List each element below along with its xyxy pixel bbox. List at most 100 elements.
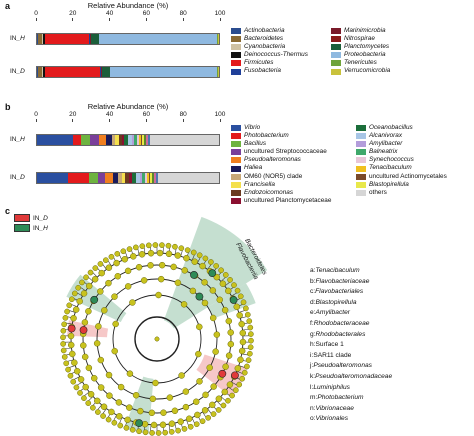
clade-node: [155, 291, 162, 299]
legend-label: Vibrio: [244, 124, 261, 131]
bar-segment: [121, 173, 126, 183]
clade-node: [229, 392, 235, 399]
clade-key-sep: :: [313, 288, 316, 296]
clade-node: [67, 332, 75, 340]
clade-node: [145, 242, 152, 249]
bar-segment: [217, 34, 219, 44]
clade-node: [79, 279, 85, 286]
clade-node: [225, 287, 232, 295]
tick-label: 0: [34, 10, 38, 17]
clade-node: [85, 308, 92, 315]
clade-node: [226, 381, 234, 388]
clade-node: [192, 398, 200, 406]
stacked-bar: [36, 172, 220, 184]
clade-node: [244, 311, 251, 318]
legend-item: Planctomycetes: [331, 43, 390, 51]
clade-key-item: o: Vibrionales: [310, 414, 392, 425]
legend-label: OM60 (NOR5) clade: [244, 172, 303, 180]
legend-label: Fusobacteria: [244, 67, 281, 75]
clade-node: [189, 287, 197, 295]
clade-node: [185, 415, 193, 422]
tick-mark: [219, 18, 221, 21]
legend-item: uncultured Actinomycetales: [356, 173, 447, 181]
legend-item: Marinimicrobia: [331, 27, 390, 35]
clade-node: [227, 329, 234, 336]
clade-node: [199, 418, 206, 425]
clade-key-name: Photobacterium: [317, 394, 364, 402]
clade-node: [239, 329, 247, 337]
clade-node: [94, 397, 101, 405]
legend-swatch: [331, 28, 341, 35]
clade-node: [112, 320, 119, 328]
bar-segment: [45, 67, 100, 77]
clade-key-id: j: [310, 362, 312, 370]
clade-node: [236, 312, 243, 319]
bar-segment: [136, 173, 140, 183]
clade-node: [63, 360, 70, 367]
legend-swatch: [331, 44, 341, 51]
clade-node: [220, 402, 227, 409]
clade-node: [102, 257, 109, 264]
highlight-sector-h: [124, 376, 154, 434]
legend-item: Tenericutes: [331, 59, 390, 67]
clade-node: [114, 272, 122, 280]
clade-node: [171, 407, 179, 415]
clade-node: [236, 381, 243, 388]
bar-segment: [67, 173, 90, 183]
tick-mark: [35, 119, 37, 122]
legend-label: Marinimicrobia: [344, 27, 386, 34]
clade-node: [139, 243, 146, 250]
clade-node: [212, 348, 219, 355]
stacked-bar: [36, 66, 220, 78]
clade-node: [81, 353, 89, 361]
clade-node: [152, 242, 159, 248]
bar-segment: [37, 67, 38, 77]
clade-key-id: m: [310, 394, 316, 402]
clade-node: [240, 299, 247, 306]
clade-node: [124, 267, 132, 275]
clade-node: [201, 407, 209, 414]
clade-node: [108, 253, 115, 260]
bar-segment: [118, 173, 122, 183]
clade-node: [177, 418, 184, 425]
legend-label: Proteobacteria: [344, 51, 386, 59]
clade-key-item: c: Flavobacteriales: [310, 287, 392, 298]
clade-node: [182, 388, 190, 395]
clade-node: [216, 296, 224, 304]
clade-key-item: h: Surface 1: [310, 340, 392, 351]
bar-segment: [153, 173, 156, 183]
clade-key-sep: :: [313, 415, 316, 423]
clade-node: [201, 279, 208, 286]
clade-key-item: e: Amylibacter: [310, 308, 392, 319]
tick-mark: [182, 18, 184, 21]
bar-segment: [131, 135, 135, 145]
clade-key-item: n: Vibrionaceae: [310, 404, 392, 415]
clade-key-id: i: [310, 351, 312, 359]
clade-node: [245, 357, 252, 363]
row-label-sub: _D: [16, 68, 25, 75]
clade-key-name: Surface 1: [315, 341, 344, 349]
clade-node: [111, 347, 118, 355]
clade-ring: [96, 278, 218, 400]
clade-node: [130, 253, 137, 260]
clade-node: [82, 383, 89, 391]
legend-item: Fusobacteria: [231, 67, 308, 75]
tick-label: 40: [105, 10, 114, 17]
clade-node: [97, 261, 104, 267]
legend-item: Endozoicomonas: [231, 189, 331, 197]
clade-key-name: Flavobacteriaceae: [315, 277, 370, 285]
legend-swatch: [331, 68, 341, 75]
tick-mark: [72, 18, 74, 21]
clade-node: [170, 263, 177, 271]
bar-segment: [124, 135, 128, 145]
tick-mark: [109, 119, 110, 122]
clade-node: [124, 283, 132, 290]
clade-node: [60, 327, 67, 334]
bar-segment: [101, 67, 103, 77]
legend-column: Marinimicrobia Nitrospirae Planctomycetes P…: [331, 27, 390, 76]
clade-key-id: o: [310, 415, 314, 423]
clade-node: [227, 340, 235, 348]
clade-node: [66, 302, 73, 309]
clade-key-sep: :: [313, 372, 316, 380]
clade-node: [209, 401, 216, 409]
